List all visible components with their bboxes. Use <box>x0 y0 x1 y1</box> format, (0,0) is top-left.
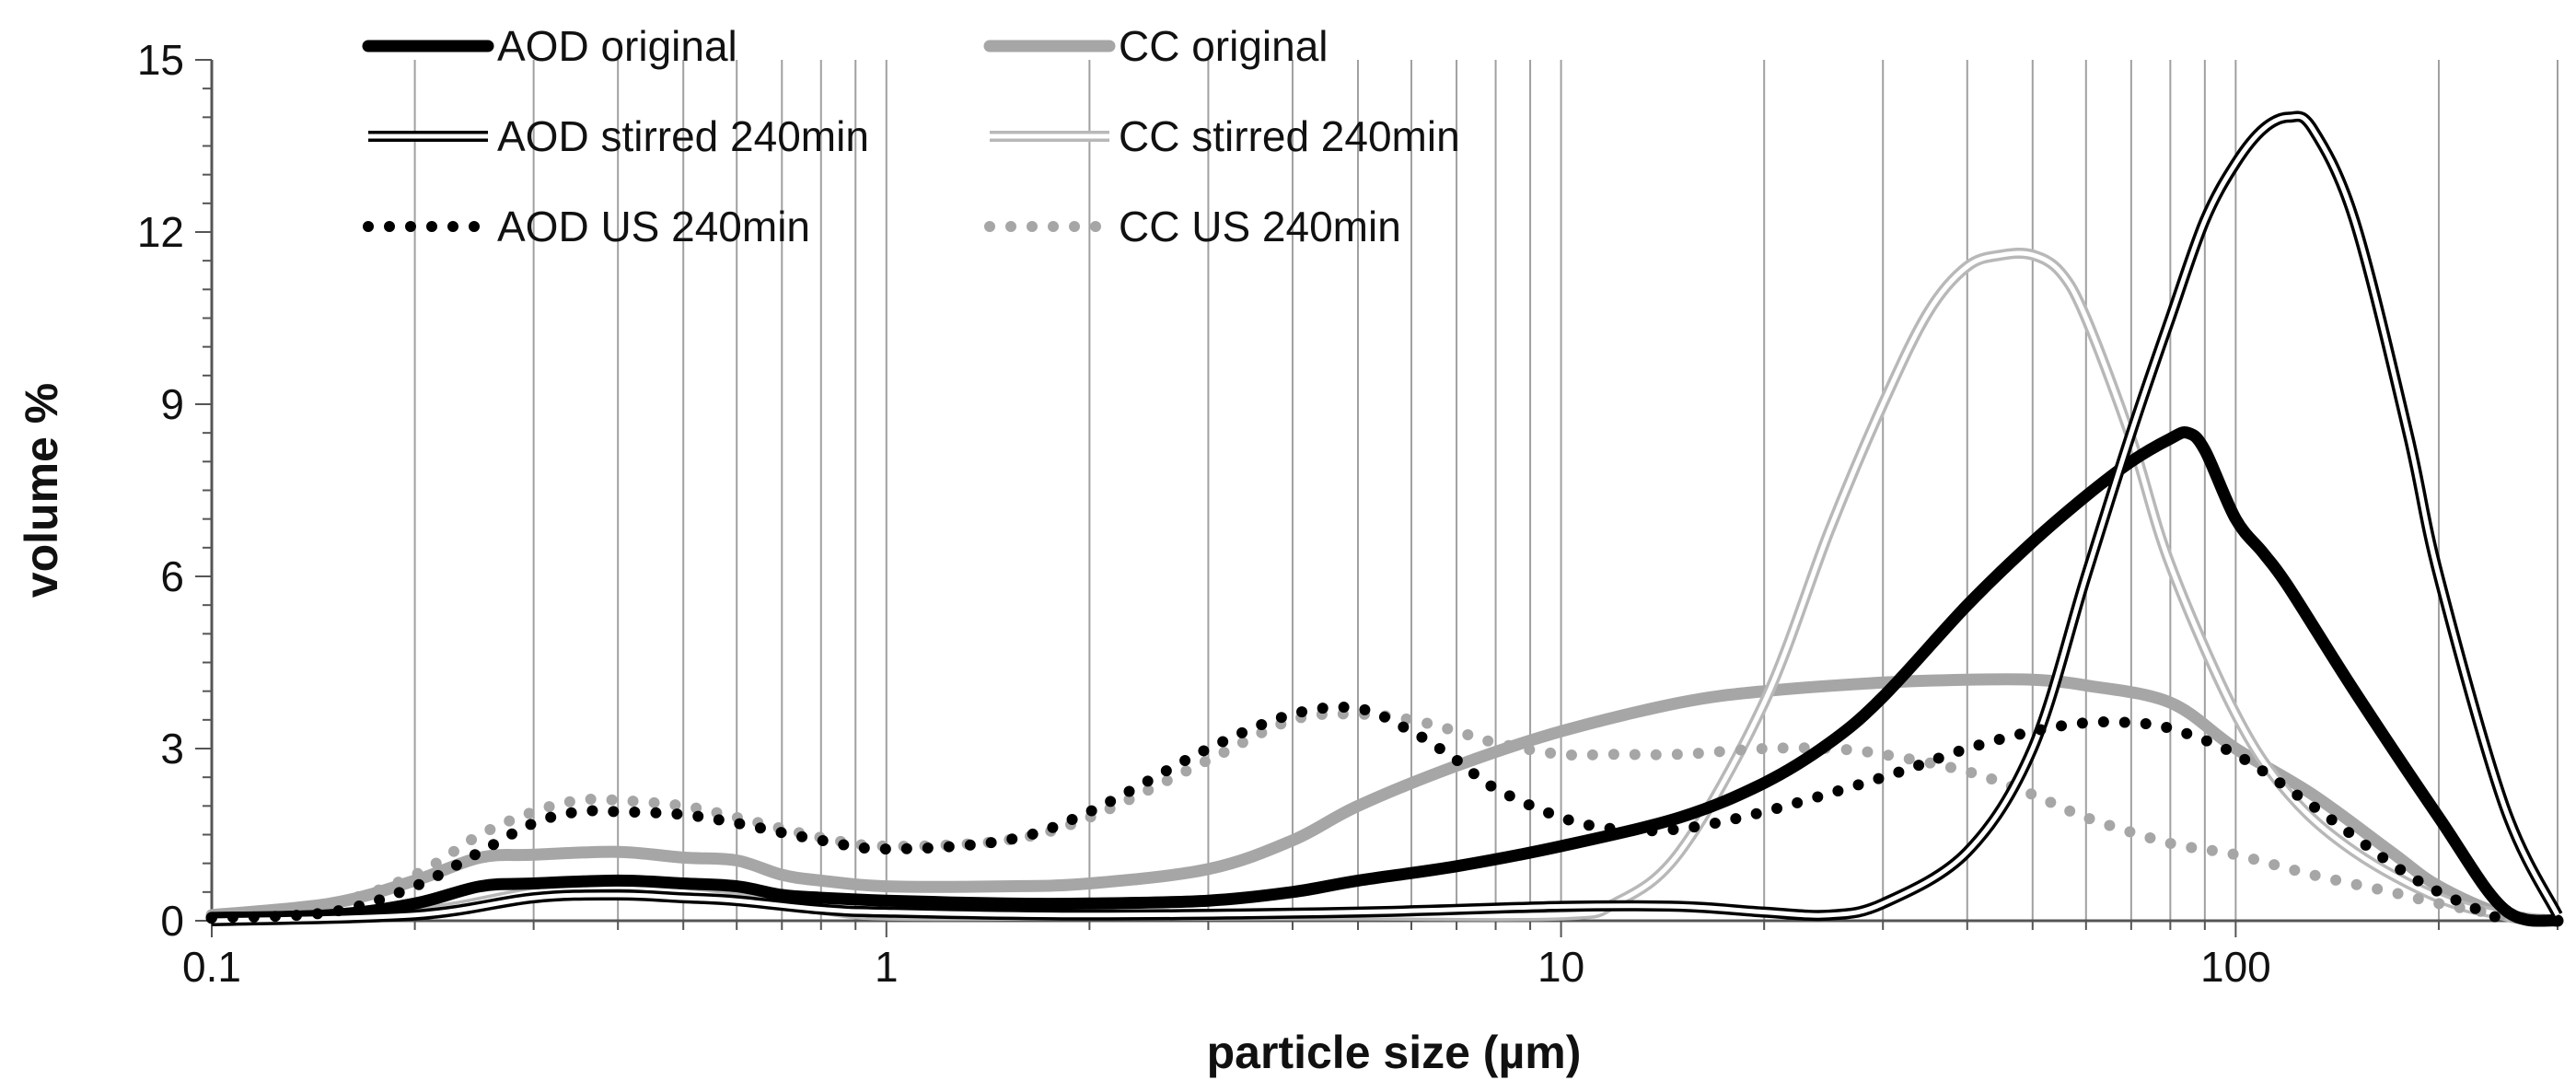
y-tick-label: 15 <box>137 36 184 84</box>
y-tick-label: 9 <box>160 380 184 428</box>
series-cc-original <box>205 673 2564 927</box>
legend-label-cc-us-240min: CC US 240min <box>1119 203 1401 250</box>
y-tick-label: 12 <box>137 208 184 256</box>
x-tick-label: 100 <box>2200 943 2271 991</box>
x-tick-label: 10 <box>1537 943 1584 991</box>
legend-item-aod-original: AOD original <box>362 22 737 70</box>
line-cc-original <box>205 673 2564 927</box>
series-aod-us-240min <box>206 702 2510 926</box>
legend: AOD original CC original AOD stirred 240mi… <box>362 22 1460 250</box>
x-tick-label: 1 <box>875 943 899 991</box>
legend-label-aod-original: AOD original <box>497 22 737 70</box>
line-aod-us-240min <box>206 702 2510 926</box>
y-axis-title: volume % <box>16 383 67 598</box>
line-aod-original <box>205 426 2564 927</box>
legend-item-cc-original: CC original <box>983 22 1329 70</box>
axes: 0 3 6 9 12 15 0.1 1 10 100 <box>137 36 2559 991</box>
legend-label-cc-original: CC original <box>1119 22 1329 70</box>
series-aod-original <box>205 426 2564 927</box>
y-tick-label: 6 <box>160 552 184 600</box>
legend-item-aod-stirred-240min: AOD stirred 240min <box>368 112 869 160</box>
legend-item-cc-us-240min: CC US 240min <box>984 203 1401 250</box>
legend-item-cc-stirred-240min: CC stirred 240min <box>990 112 1460 160</box>
legend-label-aod-us-240min: AOD US 240min <box>497 203 810 250</box>
y-tick-label: 3 <box>160 725 184 773</box>
series-aod-stirred-240min <box>211 110 2563 926</box>
line-aod-stirred-240min-inner <box>211 113 2560 924</box>
x-axis-title: particle size (µm) <box>1207 1027 1582 1078</box>
x-tick-label: 0.1 <box>182 943 241 991</box>
data-series <box>205 110 2564 927</box>
legend-label-cc-stirred-240min: CC stirred 240min <box>1119 112 1460 160</box>
y-tick-label: 0 <box>160 897 184 945</box>
legend-item-aod-us-240min: AOD US 240min <box>363 203 810 250</box>
legend-label-aod-stirred-240min: AOD stirred 240min <box>497 112 869 160</box>
